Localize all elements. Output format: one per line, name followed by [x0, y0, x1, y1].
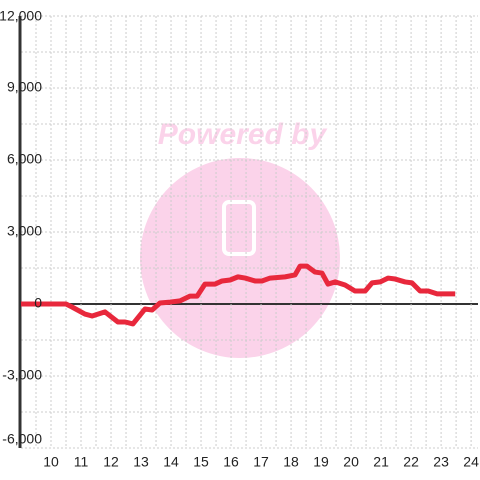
x-tick-label: 23 [433, 454, 449, 470]
x-tick-label: 17 [253, 454, 269, 470]
x-tick-label: 19 [313, 454, 329, 470]
watermark-circle [140, 158, 340, 358]
x-tick-label: 11 [74, 454, 89, 470]
x-tick-label: 13 [133, 454, 149, 470]
y-tick-label: -3,000 [2, 367, 42, 383]
y-tick-label: -6,000 [2, 431, 42, 447]
x-tick-label: 20 [343, 454, 359, 470]
y-tick-label: 9,000 [7, 79, 42, 95]
x-tick-label: 14 [163, 454, 179, 470]
x-tick-label: 16 [223, 454, 239, 470]
y-tick-label: 6,000 [7, 151, 42, 167]
y-tick-label: 0 [34, 295, 42, 311]
x-tick-label: 22 [403, 454, 419, 470]
x-tick-label: 18 [283, 454, 299, 470]
x-tick-label: 21 [373, 454, 389, 470]
x-tick-label: 24 [463, 454, 479, 470]
y-tick-label: 3,000 [7, 223, 42, 239]
data-line [21, 263, 456, 327]
x-tick-label: 12 [103, 454, 119, 470]
watermark-text: Powered by [158, 118, 328, 151]
y-tick-label: 12,000 [0, 8, 42, 24]
x-tick-label: 15 [193, 454, 209, 470]
watermark-icon [222, 200, 256, 256]
x-tick-label: 10 [43, 454, 59, 470]
